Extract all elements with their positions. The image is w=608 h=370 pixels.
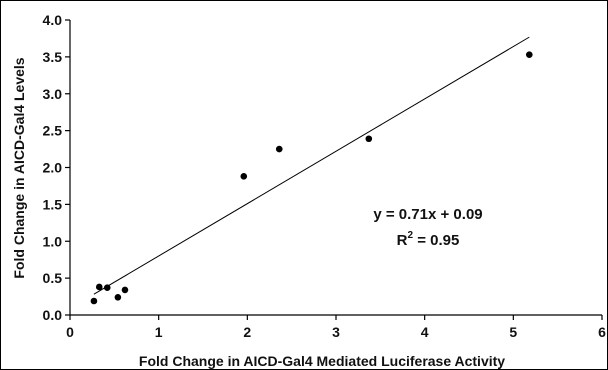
data-point xyxy=(365,135,373,143)
data-point xyxy=(90,297,98,305)
x-tick-label: 2 xyxy=(243,324,251,340)
r-squared-text: R2 = 0.95 xyxy=(397,230,460,249)
y-tick-label: 4.0 xyxy=(43,12,63,28)
data-point xyxy=(114,294,122,301)
data-point xyxy=(240,173,248,180)
data-point xyxy=(121,286,129,294)
y-tick-label: 2.5 xyxy=(43,123,63,139)
x-axis-title: Fold Change in AICD-Gal4 Mediated Lucife… xyxy=(139,353,505,369)
data-point xyxy=(103,284,111,292)
data-points xyxy=(90,51,533,305)
x-axis-ticks: 0 1 2 3 4 5 6 xyxy=(66,315,606,340)
x-tick-label: 3 xyxy=(332,324,340,340)
x-tick-label: 4 xyxy=(421,324,429,340)
y-axis-ticks: 0.0 0.5 1.0 1.5 2.0 2.5 3.0 3.5 4.0 xyxy=(43,12,70,323)
x-tick-label: 0 xyxy=(66,324,74,340)
x-tick-label: 5 xyxy=(509,324,517,340)
x-tick-label: 1 xyxy=(155,324,163,340)
equation-text: y = 0.71x + 0.09 xyxy=(373,206,482,223)
trendline xyxy=(93,36,530,295)
y-tick-label: 1.5 xyxy=(43,196,63,212)
y-tick-label: 2.0 xyxy=(43,160,63,176)
y-tick-label: 1.0 xyxy=(43,233,63,249)
y-tick-label: 3.5 xyxy=(43,49,63,65)
y-axis-title: Fold Change in AICD-Gal4 Levels xyxy=(11,57,27,278)
y-tick-label: 0.5 xyxy=(43,270,63,286)
y-tick-label: 0.0 xyxy=(43,307,63,323)
y-tick-label: 3.0 xyxy=(43,86,63,102)
data-point xyxy=(525,51,533,58)
x-tick-label: 6 xyxy=(598,324,606,340)
data-point xyxy=(95,283,103,291)
data-point xyxy=(275,145,283,153)
